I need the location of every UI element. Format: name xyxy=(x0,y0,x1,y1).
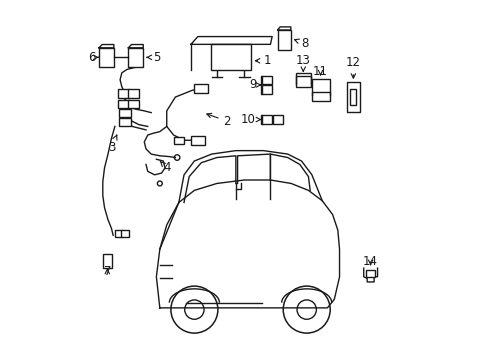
Bar xyxy=(311,79,329,102)
Bar xyxy=(119,118,131,126)
Bar xyxy=(277,30,290,50)
Bar xyxy=(190,136,204,145)
Bar xyxy=(349,89,356,105)
Bar xyxy=(261,85,272,94)
Bar xyxy=(127,89,139,98)
Text: 6: 6 xyxy=(88,51,98,64)
Text: 11: 11 xyxy=(312,65,327,78)
Bar xyxy=(295,72,310,87)
Bar xyxy=(127,100,139,108)
Bar xyxy=(173,137,183,144)
Bar xyxy=(102,254,112,268)
Text: 4: 4 xyxy=(160,161,170,174)
Bar xyxy=(121,230,129,237)
Text: 1: 1 xyxy=(255,54,270,67)
Text: 2: 2 xyxy=(206,113,230,128)
Bar xyxy=(99,48,113,67)
Text: 10: 10 xyxy=(240,113,261,126)
Bar xyxy=(346,82,359,112)
Bar xyxy=(118,100,129,108)
Bar xyxy=(119,109,131,117)
Bar xyxy=(194,84,208,93)
Bar xyxy=(261,76,272,84)
Text: 9: 9 xyxy=(249,78,260,91)
Bar xyxy=(272,115,283,124)
Bar xyxy=(261,115,272,124)
Bar xyxy=(128,48,142,67)
Text: 13: 13 xyxy=(295,54,310,71)
Text: 7: 7 xyxy=(103,265,111,278)
Bar xyxy=(118,89,129,98)
Text: 14: 14 xyxy=(363,255,377,268)
Text: 5: 5 xyxy=(146,51,160,64)
Bar xyxy=(210,44,250,70)
Bar xyxy=(366,270,374,277)
Text: 12: 12 xyxy=(345,56,360,78)
Text: 8: 8 xyxy=(294,37,308,50)
Bar xyxy=(114,230,122,237)
Text: 3: 3 xyxy=(107,135,117,154)
